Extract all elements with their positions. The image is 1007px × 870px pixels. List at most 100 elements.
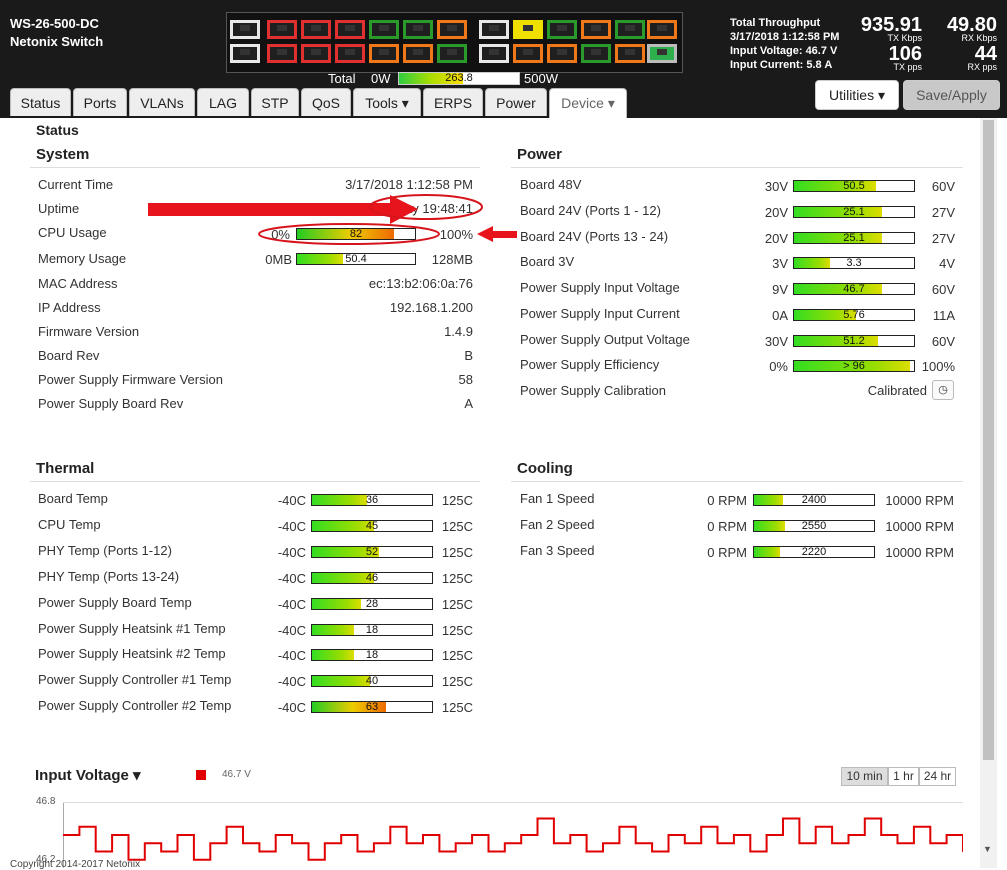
cooling-label-0: Fan 1 Speed <box>520 491 595 506</box>
power-bar-3-fill <box>794 258 830 268</box>
tab-vlans[interactable]: VLANs <box>129 88 195 116</box>
power-max-2: 27V <box>931 231 955 246</box>
thermal-label-7: Power Supply Controller #1 Temp <box>38 672 232 688</box>
tab-ports[interactable]: Ports <box>73 88 127 116</box>
power-bar-7-fill <box>794 361 911 371</box>
tab-status[interactable]: Status <box>10 88 71 116</box>
utilities-button[interactable]: Utilities ▾ <box>815 80 899 110</box>
calibration-button[interactable]: ◷ <box>932 380 954 400</box>
legend-swatch <box>196 770 206 780</box>
thermal-min-8: -40C <box>277 700 306 716</box>
cooling-bar-1-value: 2550 <box>801 520 827 532</box>
tab-qos[interactable]: QoS <box>301 88 351 116</box>
port-bottom-12[interactable] <box>615 44 645 63</box>
port-bottom-2[interactable] <box>267 44 297 63</box>
system-label-0: Current Time <box>38 177 114 192</box>
system-label-7: Board Rev <box>38 348 100 363</box>
port-top-12[interactable] <box>615 20 645 39</box>
voltage-point-51 <box>896 842 899 845</box>
thermal-bar-6-fill <box>312 650 354 661</box>
range-24hr-button[interactable]: 24 hr <box>919 767 956 786</box>
chart-title-dropdown[interactable]: Input Voltage ▾ <box>35 767 141 784</box>
port-top-5[interactable] <box>369 20 399 39</box>
port-top-4[interactable] <box>335 20 365 39</box>
port-bottom-4[interactable] <box>335 44 365 63</box>
port-top-7[interactable] <box>437 20 467 39</box>
port-bottom-9[interactable] <box>513 44 543 63</box>
system-label-4: MAC Address <box>38 276 118 291</box>
scrollbar-thumb[interactable] <box>983 120 994 760</box>
tab-erps[interactable]: ERPS <box>423 88 483 116</box>
system-value-5: 192.168.1.200 <box>389 300 473 315</box>
port-bottom-11[interactable] <box>581 44 611 63</box>
voltage-point-39 <box>700 825 702 828</box>
port-top-13[interactable] <box>647 20 677 39</box>
thermal-min-2: -40C <box>277 544 306 560</box>
cooling-max-0: 10000 RPM <box>885 493 954 508</box>
power-title: Power <box>517 146 563 163</box>
calibration-value: Calibrated <box>867 383 927 398</box>
port-top-1[interactable] <box>230 20 260 39</box>
thermal-label-3: PHY Temp (Ports 13-24) <box>38 568 180 584</box>
tab-lag[interactable]: LAG <box>197 88 249 116</box>
uptime-arrow-icon <box>148 195 418 224</box>
tab-stp[interactable]: STP <box>251 88 299 116</box>
total-min: 0W <box>371 71 391 86</box>
system-value-6: 1.4.9 <box>444 324 473 339</box>
range-1hr-button[interactable]: 1 hr <box>888 767 919 786</box>
port-bottom-7[interactable] <box>437 44 467 63</box>
port-top-9[interactable] <box>513 20 543 39</box>
tab-device[interactable]: Device ▾ <box>549 88 627 118</box>
voltage-point-2 <box>94 850 97 853</box>
voltage-point-5 <box>144 842 146 845</box>
voltage-point-27 <box>504 842 506 845</box>
thermal-min-6: -40C <box>277 648 306 664</box>
port-top-6[interactable] <box>403 20 433 39</box>
thermal-bar-2-value: 52 <box>365 545 379 558</box>
voltage-point-30 <box>553 842 555 845</box>
port-bottom-8[interactable] <box>479 44 509 63</box>
port-bottom-5[interactable] <box>369 44 399 63</box>
thermal-max-3: 125C <box>441 570 473 586</box>
port-top-10[interactable] <box>547 20 577 39</box>
voltage-point-24 <box>454 842 457 845</box>
memory-usage-bar: 50.4 <box>296 253 416 265</box>
port-top-3[interactable] <box>301 20 331 39</box>
thermal-label-2: PHY Temp (Ports 1-12) <box>38 542 172 558</box>
voltage-point-7 <box>176 834 179 836</box>
memory-min: 0MB <box>265 252 292 267</box>
voltage-point-49 <box>864 817 866 820</box>
voltage-point-8 <box>193 858 195 861</box>
voltage-point-0 <box>63 834 64 836</box>
thermal-bar-3: 46 <box>311 571 433 584</box>
voltage-point-18 <box>356 850 359 853</box>
save-apply-button[interactable]: Save/Apply <box>903 80 1000 110</box>
legend-label: 46.7 V <box>222 769 251 780</box>
port-bottom-6[interactable] <box>403 44 433 63</box>
port-bottom-1[interactable] <box>230 44 260 63</box>
port-bottom-13[interactable] <box>647 44 677 63</box>
cooling-label-1: Fan 2 Speed <box>520 517 595 532</box>
port-bottom-3[interactable] <box>301 44 331 63</box>
cooling-label-2: Fan 3 Speed <box>520 543 595 558</box>
port-bottom-10[interactable] <box>547 44 577 63</box>
thermal-max-1: 125C <box>441 518 473 534</box>
voltage-point-26 <box>487 850 490 853</box>
port-top-8[interactable] <box>479 20 509 39</box>
thermal-max-5: 125C <box>441 622 473 638</box>
memory-usage-bar-value: 50.4 <box>345 253 367 265</box>
tab-tools[interactable]: Tools ▾ <box>353 88 421 116</box>
voltage-point-46 <box>814 825 817 828</box>
range-10min-button[interactable]: 10 min <box>841 767 888 786</box>
cooling-bar-2-value: 2220 <box>801 546 827 558</box>
cooling-bar-0: 2400 <box>753 494 875 506</box>
port-top-11[interactable] <box>581 20 611 39</box>
scroll-down-icon[interactable]: ▼ <box>983 844 992 854</box>
port-top-2[interactable] <box>267 20 297 39</box>
cooling-min-2: 0 RPM <box>707 545 747 560</box>
power-bar-4-fill <box>794 284 882 294</box>
power-bar-6: 51.2 <box>793 335 915 347</box>
voltage-point-32 <box>585 850 588 853</box>
tab-power[interactable]: Power <box>485 88 547 116</box>
power-bar-2: 25.1 <box>793 232 915 244</box>
